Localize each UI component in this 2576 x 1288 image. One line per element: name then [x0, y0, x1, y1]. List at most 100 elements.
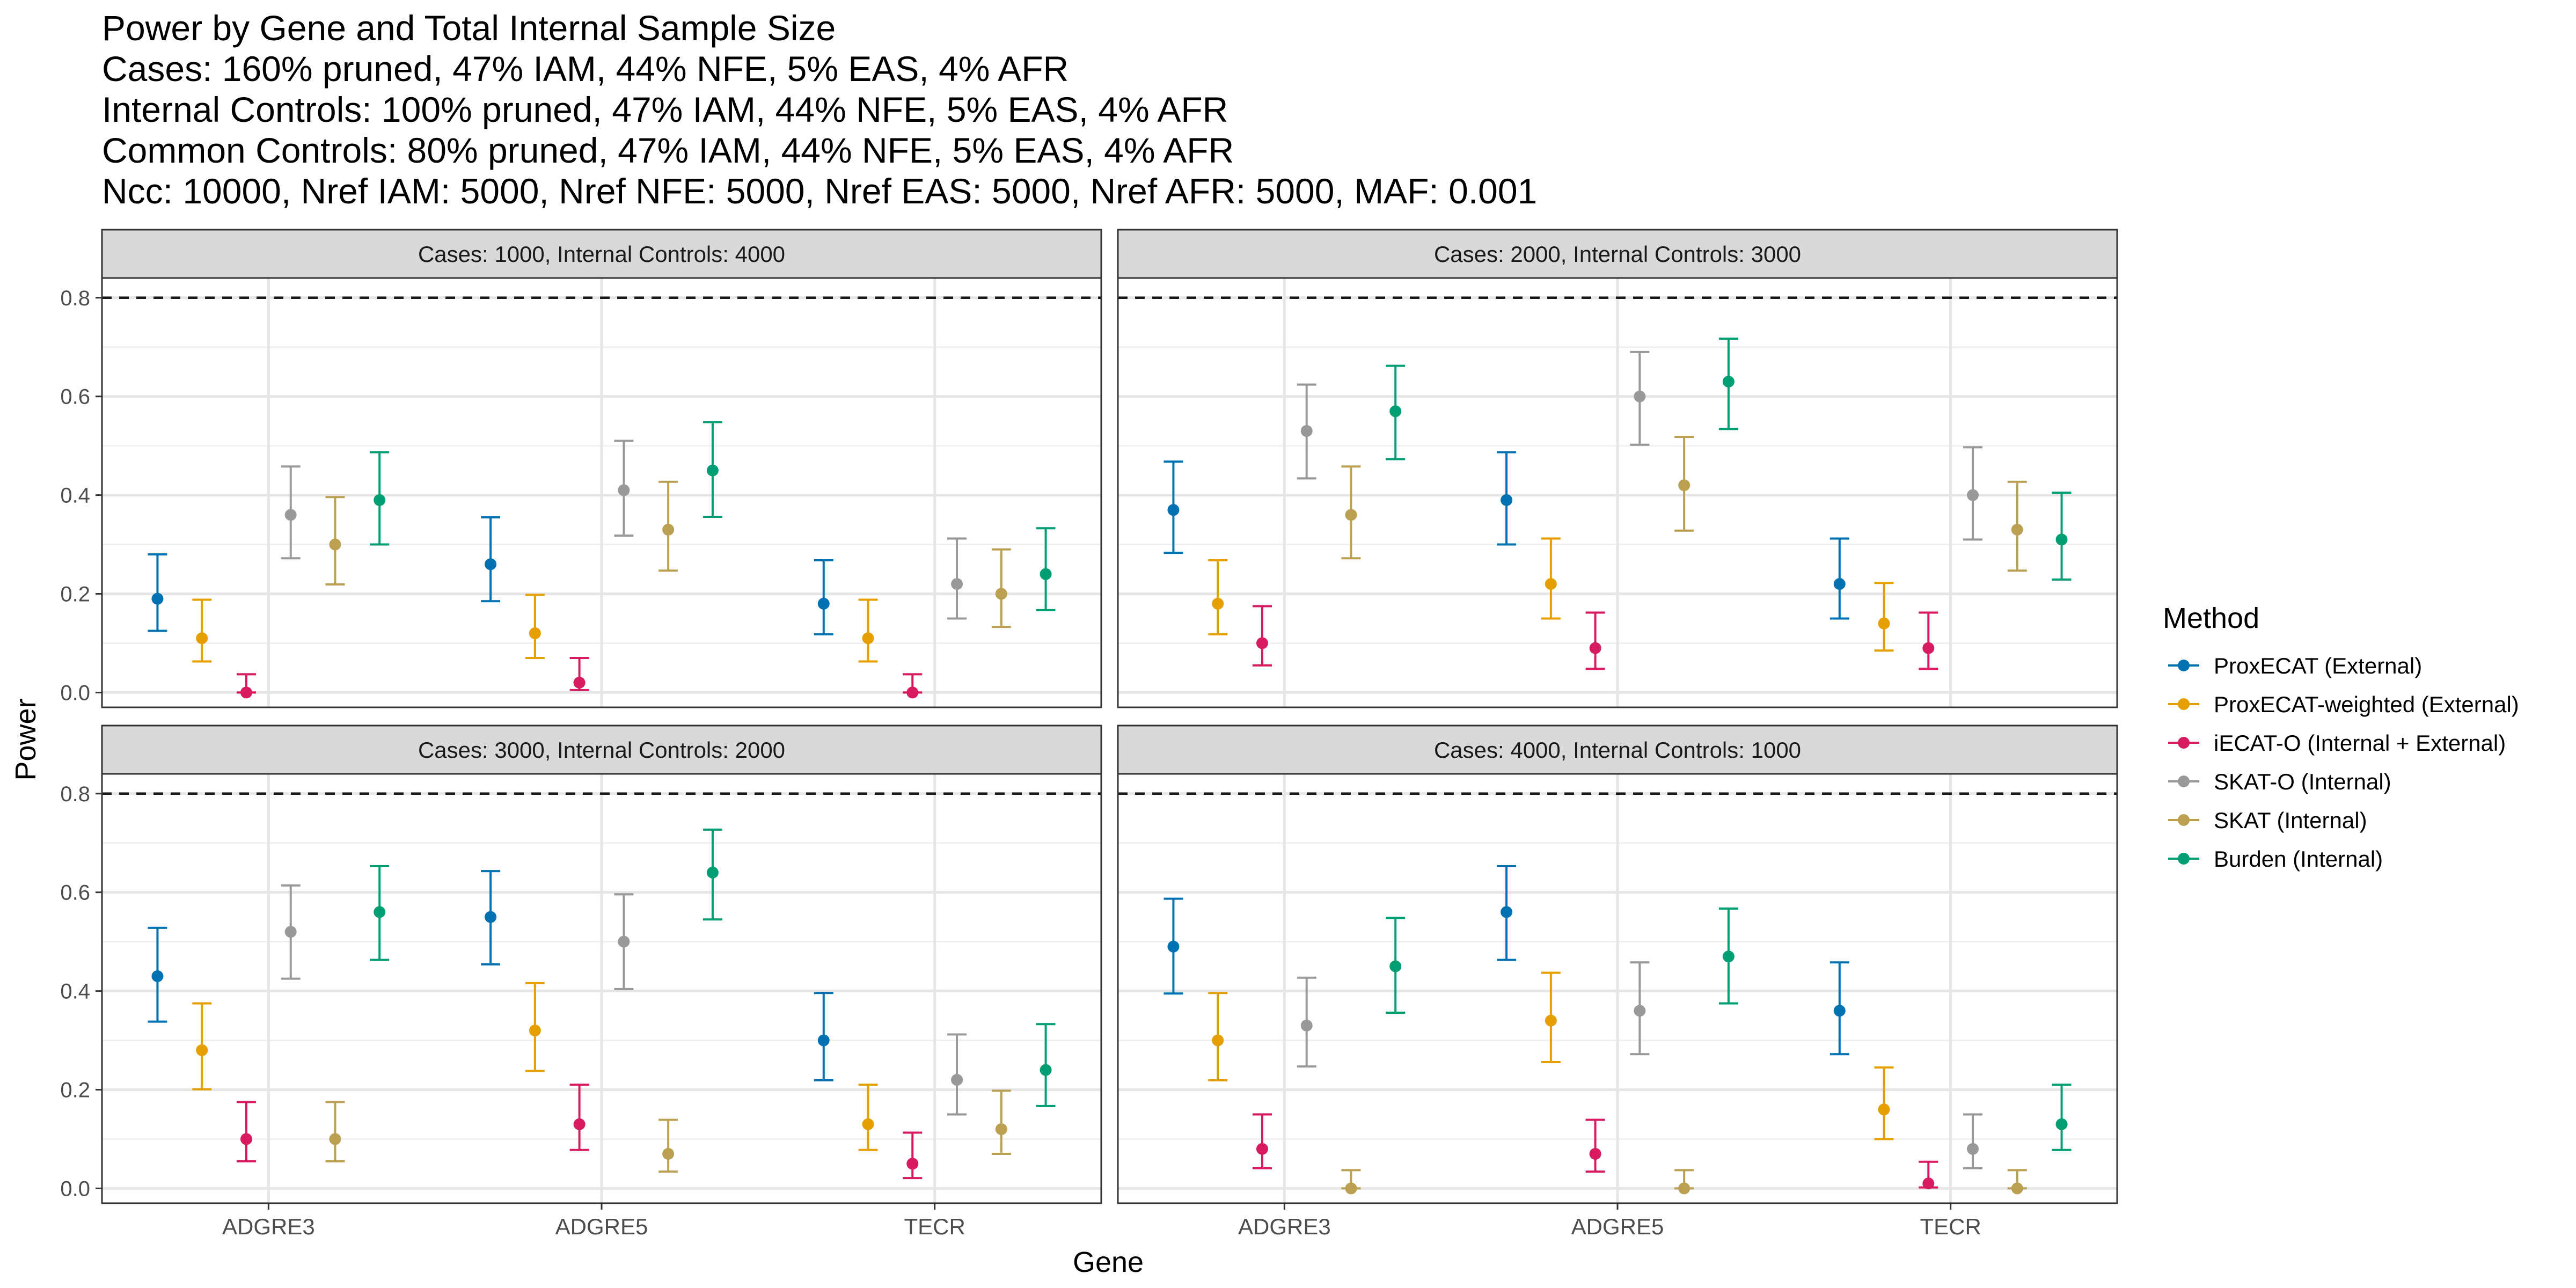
data-point	[573, 677, 586, 689]
data-point	[485, 558, 497, 570]
facet-panel: Cases: 4000, Internal Controls: 1000 ADGR…	[1117, 724, 2118, 1239]
y-tick-label: 0.8	[60, 782, 90, 806]
data-point	[1256, 637, 1268, 649]
y-tick-label: 0.6	[60, 385, 90, 409]
facet-strip-label: Cases: 1000, Internal Controls: 4000	[418, 241, 785, 267]
data-point	[2011, 1182, 2023, 1195]
data-point	[706, 464, 719, 477]
x-axis-label: Gene	[1073, 1246, 1144, 1278]
x-tick-label: TECR	[1920, 1214, 1981, 1239]
data-point	[1589, 1148, 1601, 1160]
data-point	[1256, 1143, 1268, 1155]
data-point	[240, 1133, 252, 1145]
data-point	[1389, 960, 1402, 972]
facet-panel: Cases: 3000, Internal Controls: 2000 0.0 0…	[60, 724, 1102, 1239]
data-point	[1212, 1034, 1224, 1046]
title-line: Power by Gene and Total Internal Sample …	[102, 8, 836, 48]
data-point	[1040, 1064, 1052, 1076]
data-point	[1634, 1005, 1646, 1017]
subtitle-line: Ncc: 10000, Nref IAM: 5000, Nref NFE: 50…	[102, 171, 1538, 211]
data-point	[1922, 1177, 1935, 1190]
data-point	[1300, 425, 1313, 437]
data-point	[1212, 597, 1224, 610]
legend-key-point	[2178, 737, 2190, 749]
data-point	[196, 1044, 208, 1056]
data-point	[1545, 578, 1557, 590]
data-point	[374, 906, 386, 918]
y-tick-label: 0.2	[60, 1079, 90, 1102]
data-point	[2055, 533, 2068, 546]
panel-border	[1117, 277, 2118, 708]
data-point	[329, 538, 341, 551]
data-point	[706, 866, 719, 879]
data-point	[529, 1024, 541, 1037]
y-tick-label: 0.4	[60, 484, 90, 508]
data-point	[1722, 950, 1735, 963]
data-point	[151, 592, 164, 605]
facet-panel: Cases: 1000, Internal Controls: 4000 0.0 0…	[60, 229, 1102, 708]
data-point	[1389, 405, 1402, 418]
facet-strip-label: Cases: 4000, Internal Controls: 1000	[1434, 737, 1801, 763]
data-point	[662, 1148, 675, 1160]
panel-border	[101, 277, 1102, 708]
data-point	[995, 1123, 1007, 1136]
legend-entry-label: ProxECAT-weighted (External)	[2214, 692, 2519, 717]
data-point	[1922, 642, 1935, 654]
data-point	[151, 970, 164, 983]
data-point	[374, 494, 386, 506]
facet-strip	[1117, 724, 2118, 775]
legend-key-point	[2178, 814, 2190, 826]
y-tick-label: 0.6	[60, 881, 90, 905]
legend-key-point	[2178, 698, 2190, 710]
data-point	[906, 686, 919, 699]
x-tick-label: TECR	[904, 1214, 965, 1239]
data-point	[1634, 390, 1646, 402]
facet-strip-label: Cases: 3000, Internal Controls: 2000	[418, 737, 785, 763]
data-point	[1501, 494, 1513, 506]
data-point	[1878, 1103, 1890, 1116]
legend-entry-label: SKAT (Internal)	[2214, 808, 2367, 833]
data-point	[1678, 1182, 1690, 1195]
facet-strip	[1117, 229, 2118, 279]
data-point	[1833, 578, 1846, 590]
data-point	[1589, 642, 1601, 654]
legend-key-point	[2178, 853, 2190, 865]
data-point	[1167, 940, 1180, 953]
data-point	[284, 509, 297, 521]
y-tick-label: 0.0	[60, 1177, 90, 1201]
x-tick-label: ADGRE3	[222, 1214, 315, 1239]
subtitle-line: Common Controls: 80% pruned, 47% IAM, 44…	[102, 130, 1234, 170]
data-point	[284, 926, 297, 938]
data-point	[1678, 479, 1690, 492]
y-tick-label: 0.4	[60, 980, 90, 1004]
subtitle-line: Cases: 160% pruned, 47% IAM, 44% NFE, 5%…	[102, 49, 1069, 89]
x-tick-label: ADGRE5	[1571, 1214, 1664, 1239]
data-point	[906, 1158, 919, 1170]
y-axis-label: Power	[10, 698, 42, 780]
data-point	[1167, 504, 1180, 516]
x-tick-label: ADGRE5	[555, 1214, 648, 1239]
legend-key-point	[2178, 775, 2190, 787]
data-point	[862, 1118, 874, 1130]
legend-entry-label: SKAT-O (Internal)	[2214, 769, 2391, 794]
x-tick-label: ADGRE3	[1238, 1214, 1331, 1239]
data-point	[1040, 568, 1052, 580]
data-point	[2055, 1118, 2068, 1130]
facet-panels: Cases: 1000, Internal Controls: 4000 0.0 0…	[60, 229, 2118, 1239]
data-point	[1501, 906, 1513, 918]
data-point	[329, 1133, 341, 1145]
data-point	[1345, 509, 1357, 521]
chart-title: Power by Gene and Total Internal Sample …	[102, 8, 2034, 211]
data-point	[1545, 1014, 1557, 1027]
data-point	[618, 935, 630, 948]
facet-strip	[101, 229, 1102, 279]
data-point	[573, 1118, 586, 1130]
data-point	[618, 484, 630, 496]
data-point	[2011, 523, 2023, 536]
legend-entry-label: ProxECAT (External)	[2214, 653, 2422, 678]
subtitle-line: Internal Controls: 100% pruned, 47% IAM,…	[102, 90, 1228, 129]
data-point	[1967, 1143, 1979, 1155]
data-point	[240, 686, 252, 699]
legend: Method ProxECAT (External) ProxECAT-weigh…	[2163, 602, 2519, 872]
data-point	[1300, 1019, 1313, 1031]
